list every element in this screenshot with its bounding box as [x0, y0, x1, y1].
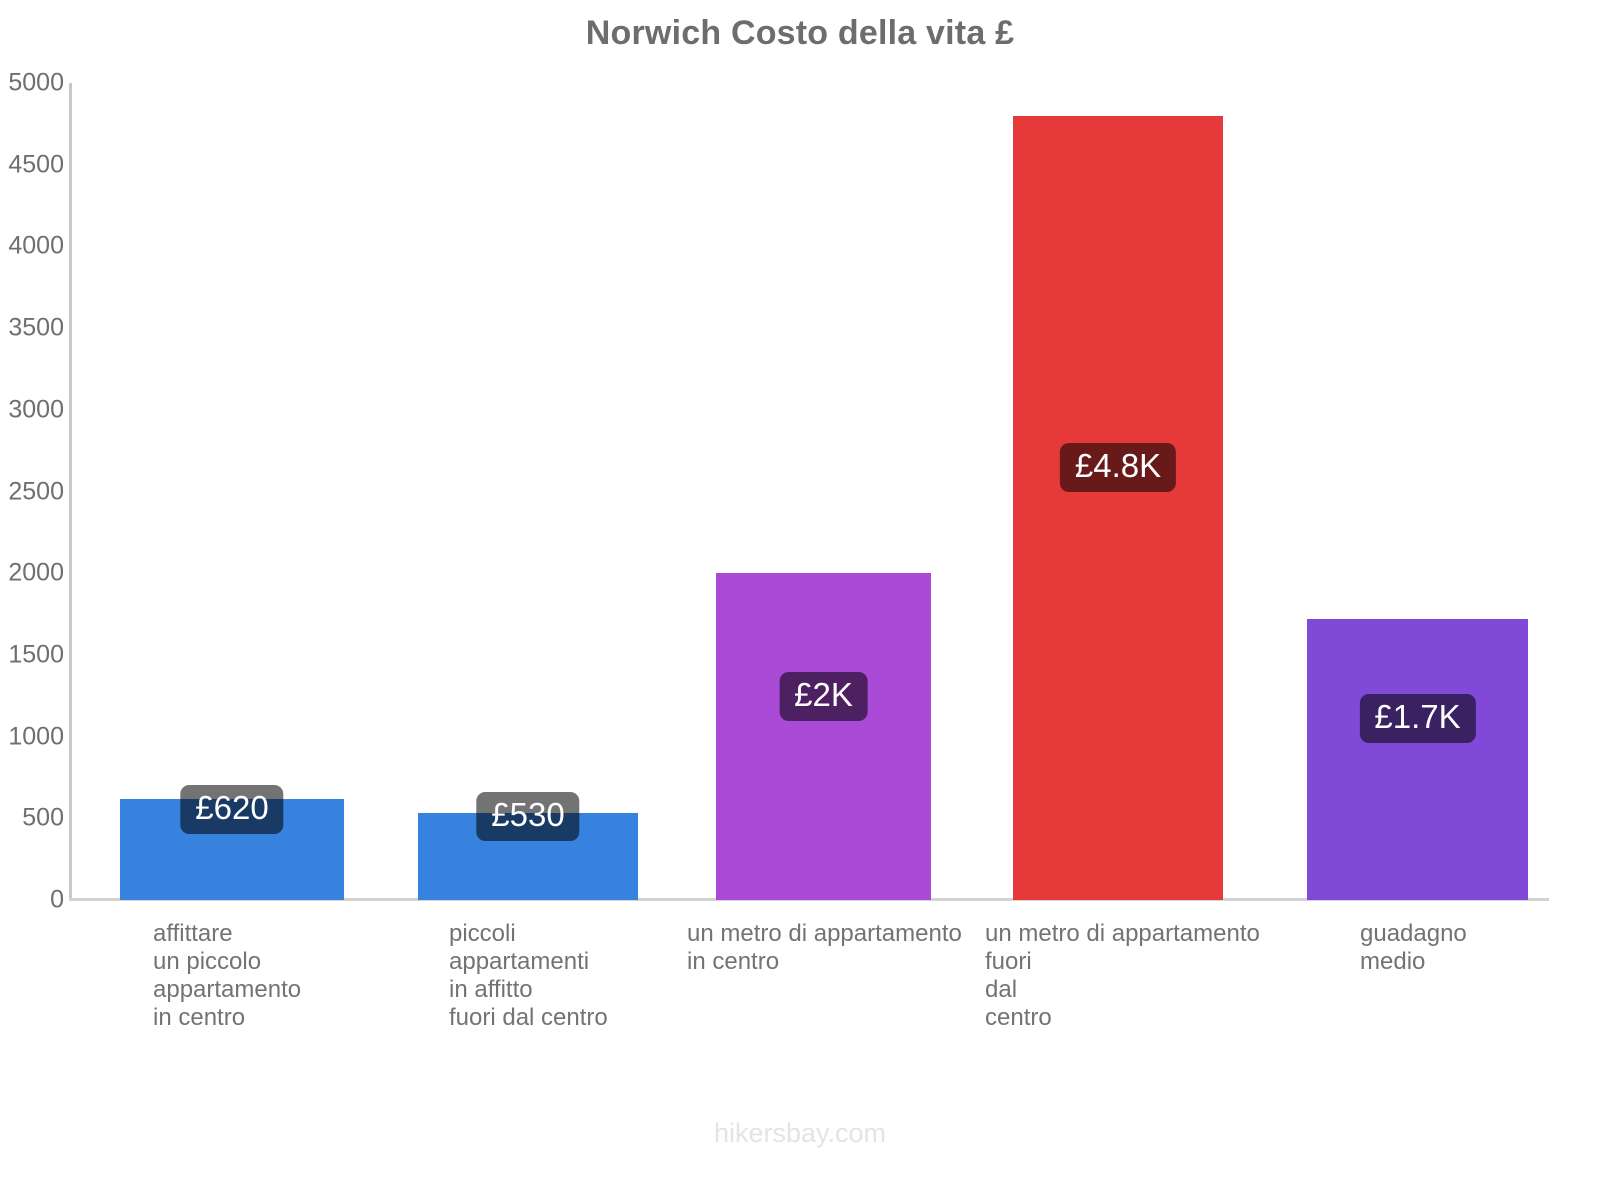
x-axis-category-label-line: guadagno [1360, 920, 1467, 947]
x-axis-category-label-line: centro [985, 1004, 1052, 1032]
bar-group[interactable]: £4.8K [1013, 0, 1223, 900]
y-axis-tick-labels: 0 500 1000 1500 2000 2500 3000 3500 4000 4500 5000 [0, 0, 64, 1200]
bar-value-label: £530 [476, 792, 580, 841]
y-axis-tick-label: 3500 [8, 313, 64, 342]
x-axis-category-label: un metro di appartamento fuori dal centro [985, 920, 1260, 1032]
x-axis-category-label: piccoli appartamenti in affitto fuori dal c… [449, 920, 608, 1032]
bar-group[interactable]: £530 [418, 0, 638, 900]
x-axis-category-label: affittare un piccolo appartamento in centro [153, 920, 301, 1032]
bar[interactable] [1013, 115, 1223, 900]
x-axis-category-label-line: piccoli [449, 920, 516, 947]
x-axis-category-label: guadagno medio [1360, 920, 1467, 976]
bar-value-label: £1.7K [1359, 694, 1476, 743]
y-axis-tick-label: 5000 [8, 68, 64, 97]
x-axis-category-label-line: affittare [153, 920, 233, 947]
x-axis-category-label-line: in centro [687, 948, 780, 976]
y-axis-tick-label: 2000 [8, 558, 64, 587]
x-axis-category-label-line: in centro [153, 1004, 246, 1032]
x-axis-category-label-line: fuori dal centro [449, 1004, 608, 1032]
bar[interactable] [1307, 618, 1528, 900]
x-axis-category-label-line: appartamento [153, 976, 302, 1004]
x-axis-category-label-line: un metro di appartamento [687, 920, 962, 947]
bar-value-label: £2K [779, 672, 868, 721]
watermark-label: hikersbay.com [713, 1118, 887, 1148]
bar-group[interactable]: £1.7K [1307, 0, 1528, 900]
x-axis-category-label-line: un piccolo [153, 948, 262, 976]
bar-value-label: £620 [180, 785, 284, 834]
y-axis-tick-label: 1000 [8, 722, 64, 751]
bar-value-label: £4.8K [1059, 443, 1177, 492]
x-axis-category-label-line: un metro di appartamento [985, 920, 1260, 947]
x-axis-category-label-line: fuori [985, 948, 1032, 976]
bar-group[interactable]: £620 [120, 0, 344, 900]
bar-group[interactable]: £2K [716, 0, 931, 900]
chart-title: Norwich Costo della vita £ [585, 14, 1015, 52]
bar[interactable] [716, 573, 931, 900]
y-axis-tick-label: 2500 [8, 477, 64, 505]
x-axis-category-label-line: appartamenti [449, 948, 590, 976]
y-axis-tick-label: 4500 [8, 150, 64, 179]
y-axis-tick-label: 500 [22, 803, 64, 832]
y-axis-tick-label: 3000 [8, 395, 64, 424]
y-axis-tick-label: 4000 [8, 231, 64, 260]
x-axis-category-label: un metro di appartamento in centro [687, 920, 962, 976]
bars-layer: £620 £530 £2K £4.8K £1.7K [120, 0, 1528, 900]
y-axis-tick-label: 0 [50, 885, 64, 914]
y-axis-line [69, 83, 72, 900]
x-axis-category-label-line: in affitto [449, 976, 533, 1004]
y-axis-tick-label: 1500 [8, 640, 64, 669]
x-axis-category-label-line: medio [1360, 948, 1426, 976]
x-axis-category-label-line: dal [985, 976, 1018, 1004]
